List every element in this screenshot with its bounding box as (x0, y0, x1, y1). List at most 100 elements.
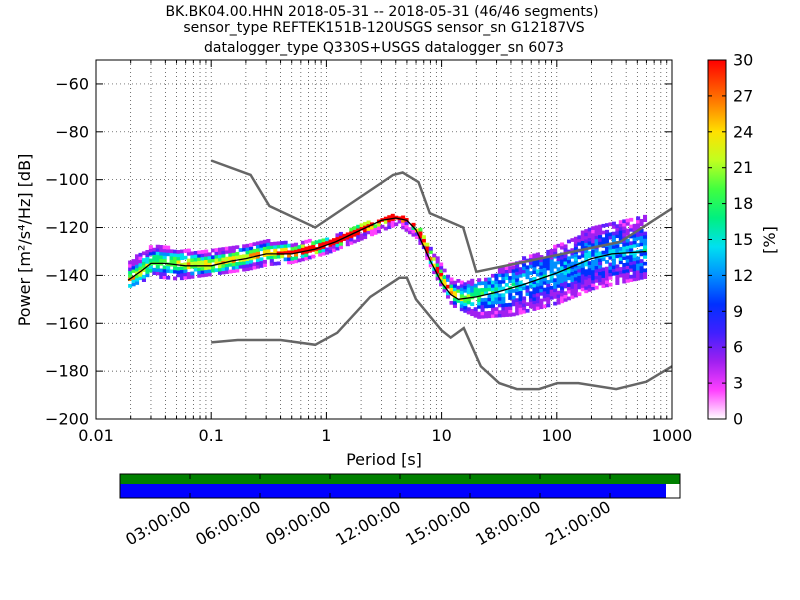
density-cell (259, 243, 264, 248)
density-cell (484, 311, 489, 315)
density-cell (255, 258, 261, 262)
density-cell (266, 245, 271, 250)
timeline-tick-label: 03:00:00 (122, 497, 194, 549)
density-cell (314, 250, 319, 255)
density-cell (221, 270, 226, 275)
density-cell (504, 283, 509, 287)
density-cell (159, 275, 164, 279)
density-cell (283, 257, 288, 262)
density-cell (642, 238, 648, 243)
density-cell (304, 253, 309, 257)
density-cell (542, 277, 547, 282)
density-cell (611, 238, 616, 243)
density-cell (442, 282, 447, 286)
density-cell (518, 270, 523, 275)
density-cell (604, 270, 610, 274)
density-cell (221, 250, 226, 255)
density-cell (148, 268, 153, 273)
density-cell (280, 251, 285, 255)
density-cell (266, 242, 271, 247)
density-cell (494, 277, 499, 281)
density-cell (584, 232, 589, 237)
density-cell (484, 304, 489, 309)
density-cell (580, 237, 585, 241)
density-cell (262, 263, 267, 268)
density-cell (266, 239, 271, 243)
density-cell (152, 267, 157, 272)
density-cell (176, 266, 181, 271)
density-cell (224, 266, 229, 271)
density-cell (376, 222, 381, 227)
density-cell (494, 313, 499, 318)
density-cell (553, 261, 558, 266)
density-cell (221, 263, 226, 268)
density-cell (570, 285, 575, 289)
x-tick-label: 100 (542, 426, 573, 445)
density-cell (611, 225, 616, 229)
density-cell (231, 269, 236, 273)
density-cell (249, 263, 254, 267)
density-cell (636, 266, 641, 271)
density-cell (591, 239, 596, 244)
density-cell (487, 284, 492, 288)
density-cell (477, 311, 482, 316)
density-cell (504, 289, 509, 294)
density-cell (642, 268, 648, 273)
colorbar-tick-label: 30 (733, 51, 753, 70)
density-cell (494, 273, 499, 278)
density-cell (390, 213, 395, 218)
density-cell (397, 219, 402, 224)
density-cell (573, 290, 578, 295)
density-cell (311, 244, 316, 249)
density-cell (518, 300, 523, 305)
density-cell (546, 280, 551, 284)
title-line-3: datalogger_type Q330S+USGS datalogger_sn… (204, 40, 564, 56)
density-cell (511, 302, 516, 307)
density-cell (598, 231, 603, 236)
density-cell (608, 272, 613, 277)
density-cell (532, 287, 537, 291)
density-cell (542, 257, 547, 262)
density-cell (487, 314, 492, 319)
density-cell (459, 304, 464, 308)
density-cell (553, 244, 558, 249)
density-cell (497, 296, 502, 301)
density-cell (159, 271, 164, 276)
density-cell (556, 277, 561, 282)
density-cell (214, 254, 219, 259)
y-tick-label: −180 (45, 362, 89, 381)
density-cell (487, 300, 492, 305)
density-cell (604, 236, 610, 241)
colorbar-label: [%] (760, 226, 779, 254)
density-cell (280, 254, 285, 259)
density-cell (459, 283, 464, 288)
density-cell (352, 239, 357, 244)
density-cell (584, 249, 589, 253)
density-cell (494, 293, 499, 298)
density-cell (604, 260, 610, 264)
density-cell (293, 252, 299, 257)
density-cell (356, 234, 361, 239)
density-cell (642, 255, 648, 259)
density-cell (128, 267, 133, 272)
density-cell (539, 258, 544, 263)
density-cell (577, 275, 582, 280)
density-cell (318, 249, 323, 254)
density-cell (601, 257, 606, 262)
y-tick-label: −60 (55, 74, 89, 93)
density-cell (625, 255, 630, 260)
density-cell (197, 270, 202, 275)
density-cell (580, 264, 585, 268)
density-cell (528, 264, 534, 269)
density-cell (425, 256, 430, 260)
density-cell (490, 273, 495, 278)
density-cell (155, 254, 160, 259)
density-cell (584, 262, 589, 267)
density-cell (629, 268, 634, 272)
density-cell (518, 297, 523, 302)
density-cell (207, 269, 212, 273)
density-cell (532, 276, 537, 281)
density-cell (145, 270, 150, 274)
density-cell (335, 236, 340, 241)
density-cell (584, 242, 589, 247)
